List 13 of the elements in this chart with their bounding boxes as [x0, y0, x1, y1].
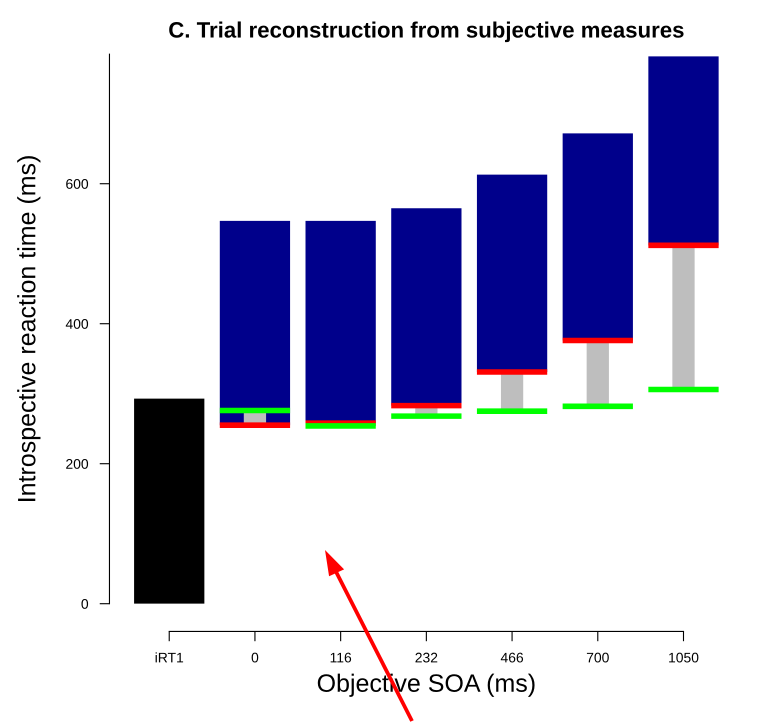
x-tick-label: 116 — [330, 652, 352, 663]
y-axis-title: Introspective reaction time (ms) — [17, 156, 40, 502]
x-tick-label: 466 — [500, 652, 524, 663]
y-tick-label: 200 — [66, 459, 88, 469]
x-tick-label: 700 — [586, 652, 609, 663]
y-tick-label: 0 — [81, 599, 88, 609]
x-tick-label: iRT1 — [156, 652, 184, 662]
y-tick-label: 600 — [66, 179, 88, 189]
x-tick-label: 232 — [415, 652, 438, 663]
y-tick-label: 400 — [66, 319, 88, 329]
x-tick-label: 1050 — [669, 652, 698, 663]
x-tick-label: 0 — [252, 652, 258, 663]
chart-title: C. Trial reconstruction from subjective measures — [169, 21, 684, 42]
